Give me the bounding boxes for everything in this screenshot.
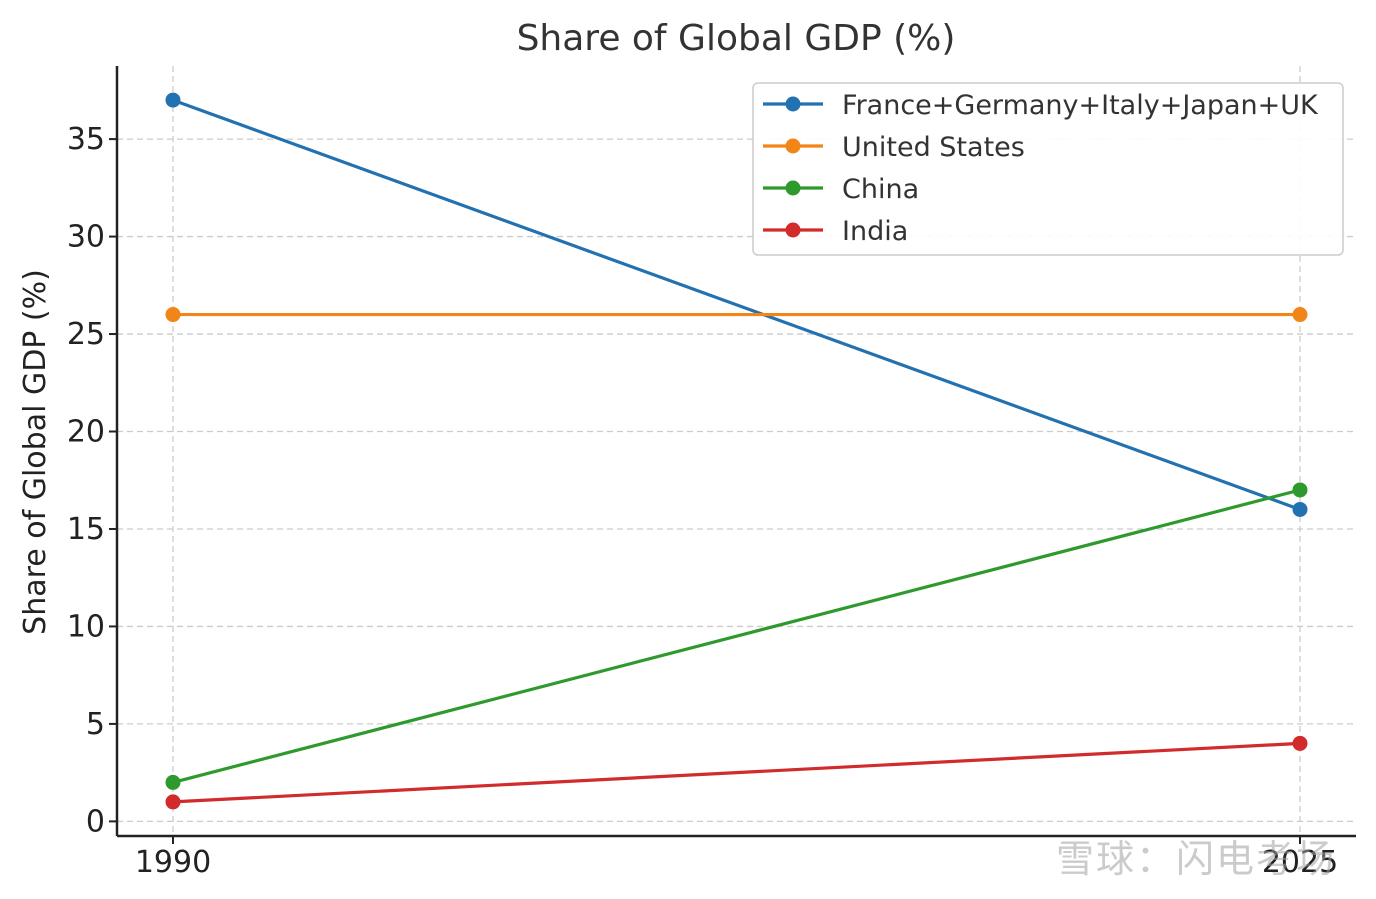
- legend-label: United States: [842, 132, 1025, 163]
- chart-title: Share of Global GDP (%): [517, 18, 956, 59]
- y-tick-label: 30: [67, 220, 105, 255]
- axes: [115, 66, 1356, 838]
- series-1-point: [1292, 307, 1308, 323]
- x-tick-label: 1990: [135, 845, 211, 880]
- series-lines: [165, 92, 1308, 810]
- series-3-line: [172, 741, 1301, 804]
- x-tick-label: 2025: [1262, 845, 1338, 880]
- y-tick-label: 10: [67, 609, 105, 644]
- series-0-line: [172, 98, 1301, 511]
- watermark: 雪球：闪电考场: [1055, 837, 1336, 881]
- series-1-point: [165, 307, 181, 323]
- legend-label: France+Germany+Italy+Japan+UK: [842, 90, 1319, 121]
- y-axis-label: Share of Global GDP (%): [18, 269, 53, 635]
- legend-label: India: [842, 216, 908, 247]
- y-tick-label: 0: [86, 804, 105, 839]
- series-2-point: [165, 774, 181, 790]
- series-3-point: [1292, 735, 1308, 751]
- legend-swatch-marker: [785, 180, 801, 196]
- legend: France+Germany+Italy+Japan+UK United Stat…: [752, 82, 1344, 256]
- y-tick-label: 5: [86, 707, 105, 742]
- series-0-point: [1292, 501, 1308, 517]
- legend-swatch-marker: [785, 96, 801, 112]
- y-tick-label: 35: [67, 122, 105, 157]
- series-3-point: [165, 794, 181, 810]
- series-2-point: [1292, 482, 1308, 498]
- y-tick-label: 15: [67, 512, 105, 547]
- y-tick-label: 25: [67, 317, 105, 352]
- legend-box: [752, 82, 1344, 256]
- legend-swatch-marker: [785, 138, 801, 154]
- legend-label: China: [842, 174, 919, 205]
- legend-swatch-marker: [785, 222, 801, 238]
- series-0-point: [165, 92, 181, 108]
- series-2-line: [172, 488, 1301, 784]
- y-tick-label: 20: [67, 415, 105, 450]
